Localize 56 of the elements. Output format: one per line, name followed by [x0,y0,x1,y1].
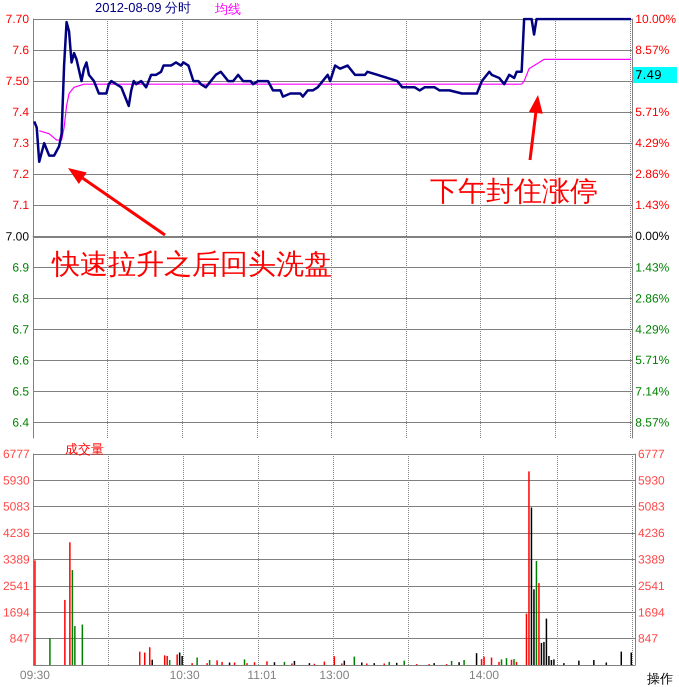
y2-tick-label: 4236 [638,526,666,540]
y-tick-label: 6.4 [12,415,30,430]
x-tick-label: 13:00 [319,668,350,682]
y-tick-label: 847 [10,632,30,646]
y-tick-label: 2541 [2,578,30,593]
y2-tick-label: 847 [638,632,658,646]
y2-tick-label: 5.71% [635,353,670,368]
line-series [38,58,632,141]
text: 均线 [214,2,241,16]
y-tick-label: 5930 [2,473,30,488]
chart-title: 2012-08-09 分时 [95,0,192,15]
y2-tick-label: 2.86% [635,291,670,306]
y-tick-label: 7.00 [6,229,30,244]
y2-tick-label: 2541 [638,578,666,593]
annotation: 快速拉升之后回头洗盘 [51,248,332,280]
y2-tick-label: 4.29% [635,136,670,150]
y2-tick-label: 8.57% [635,415,670,430]
y-tick-label: 7.70 [6,12,30,26]
y2-tick-label: 8.57% [635,43,670,58]
y-tick-label: 7.4 [12,105,30,120]
y-tick-label: 5083 [2,500,30,514]
y-tick-label: 6.9 [12,260,30,274]
y-tick-label: 7.6 [12,43,30,58]
y-tick-label: 7.50 [6,74,30,88]
x-tick-label: 10:30 [170,668,200,682]
x-tick-label: 09:30 [20,668,50,682]
y-tick-label: 3389 [2,552,30,566]
y-tick-label: 6777 [2,447,30,461]
y2-tick-label: 5930 [638,473,666,488]
y2-tick-label: 3389 [638,552,666,566]
y-tick-label: 6.8 [12,291,30,306]
text: 成交量 [65,442,104,456]
y2-tick-label: 4.29% [635,322,670,336]
y-tick-label: 1694 [2,605,30,620]
y2-tick-label: 6777 [638,447,666,461]
text: 7.49 [635,68,662,82]
y-tick-label: 6.5 [12,384,30,398]
y-tick-label: 6.6 [12,353,30,368]
y-tick-label: 6.7 [12,322,30,336]
y2-tick-label: 1694 [638,605,666,620]
y2-tick-label: 0.00% [635,229,670,244]
y2-tick-label: 5083 [638,500,666,514]
y-tick-label: 7.2 [12,167,30,182]
y2-tick-label: 1.43% [635,198,670,212]
annotation: 下午封住涨停 [430,174,598,208]
y2-tick-label: 2.86% [635,167,670,182]
y2-tick-label: 7.14% [635,384,670,398]
x-tick-label: 14:00 [469,668,500,682]
y-tick-label: 4236 [2,526,30,540]
y2-tick-label: 5.71% [635,105,670,120]
y2-tick-label: 10.00% [635,12,676,26]
y2-tick-label: 1.43% [635,260,670,274]
x-tick-label: 11:01 [247,668,277,682]
y-tick-label: 7.1 [12,198,30,212]
y-tick-label: 7.3 [12,136,30,150]
text: 操作 [647,672,673,687]
